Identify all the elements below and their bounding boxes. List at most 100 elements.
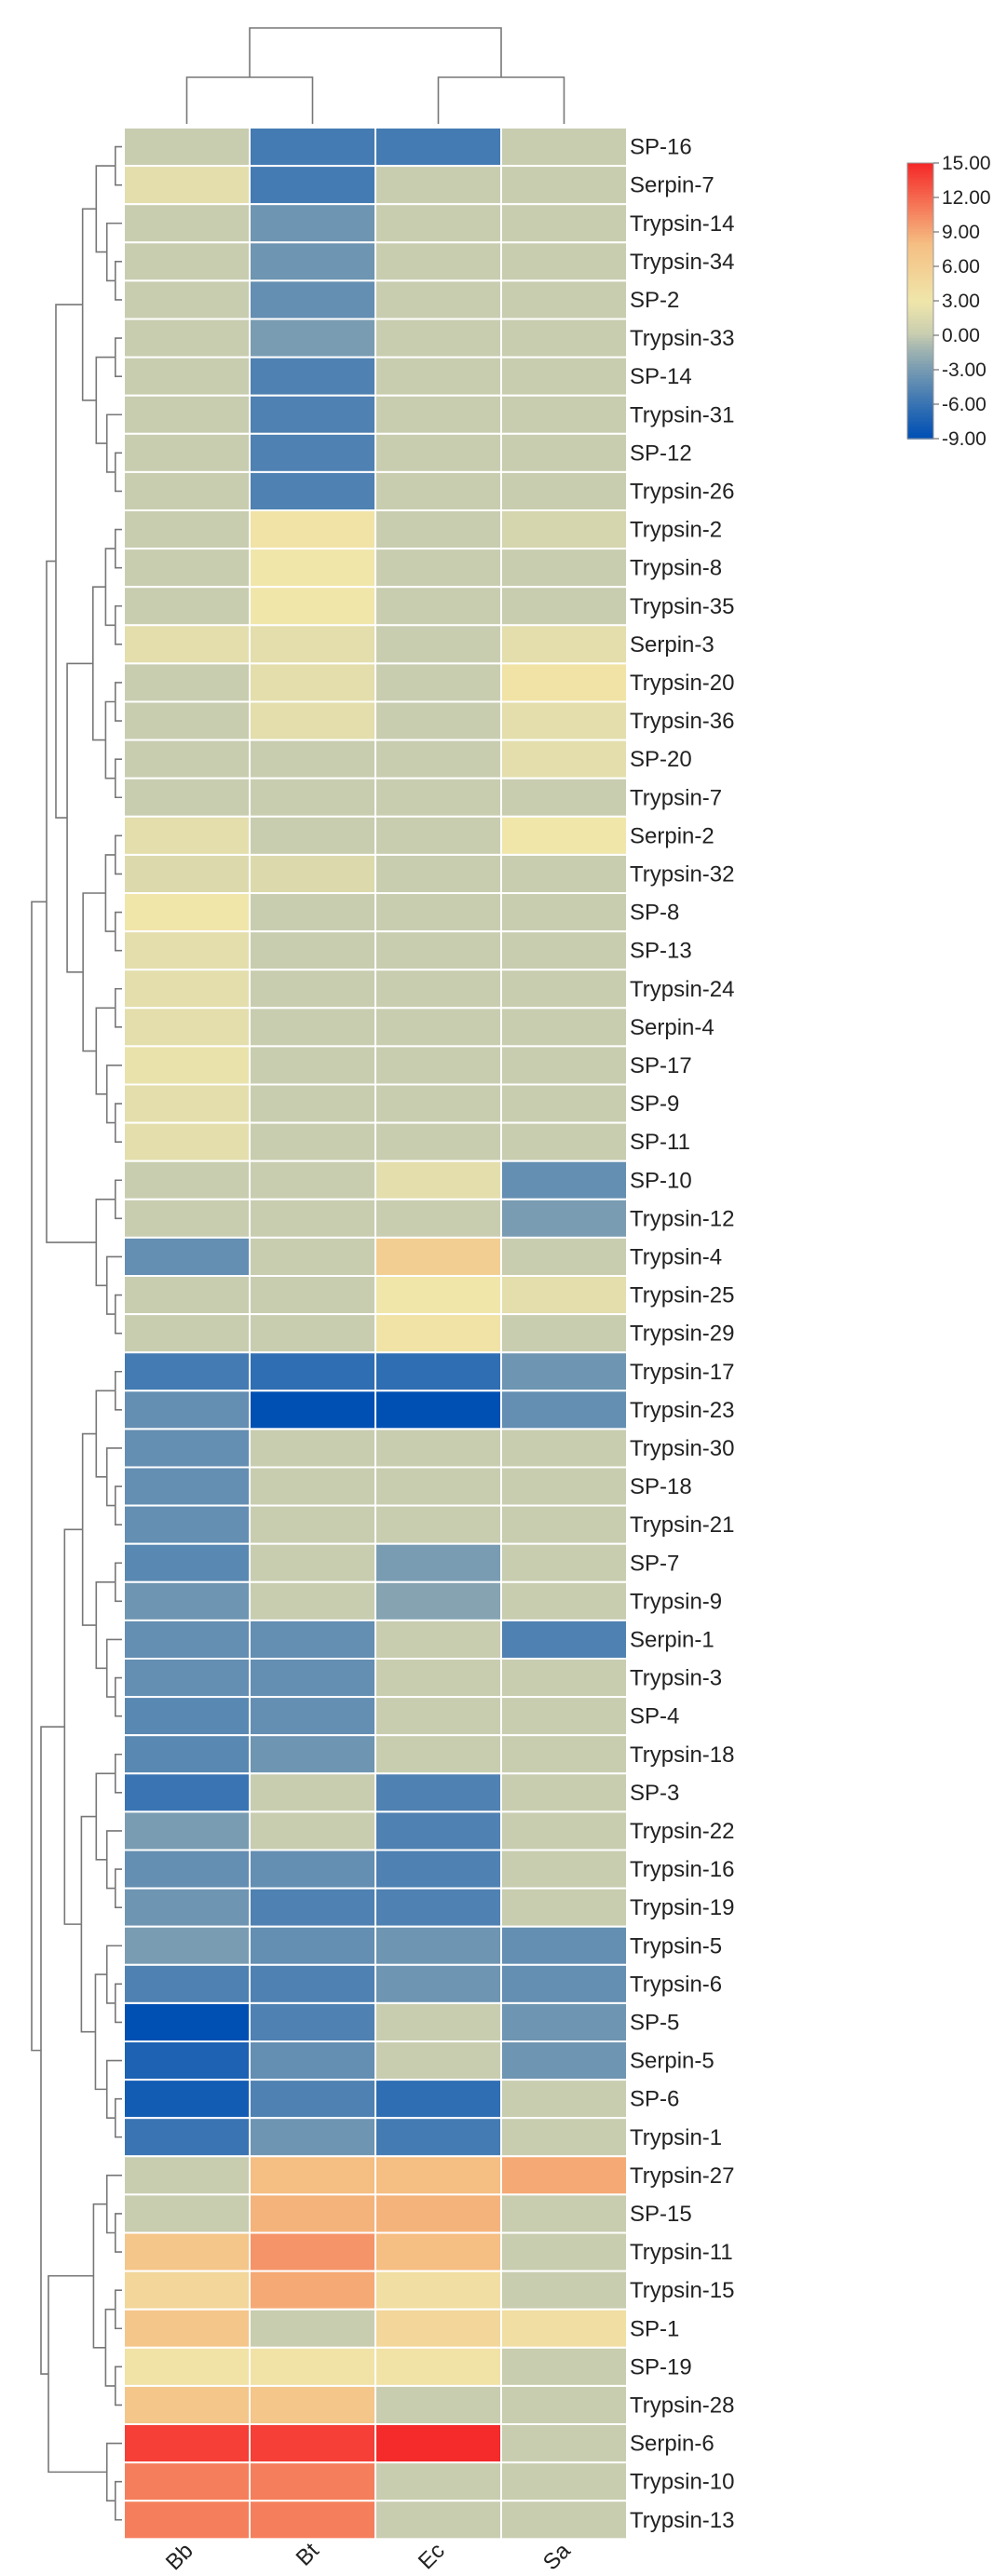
- heatmap-cell: [500, 241, 628, 282]
- heatmap-cell: [374, 318, 502, 359]
- heatmap-cell: [374, 2040, 502, 2081]
- heatmap-cell: [123, 586, 251, 627]
- dendrogram-branch: [115, 1179, 122, 1220]
- legend-color-step: [907, 378, 933, 383]
- heatmap-cell: [374, 1887, 502, 1928]
- heatmap-cell: [500, 1658, 628, 1699]
- heatmap-cell: [249, 1351, 376, 1392]
- row-label: Trypsin-2: [630, 518, 722, 543]
- legend-color-step: [907, 415, 933, 420]
- heatmap-cell: [249, 1390, 376, 1430]
- dendrogram-branch: [95, 356, 116, 444]
- legend-color-step: [907, 286, 933, 291]
- heatmap-cell: [500, 2193, 628, 2234]
- legend-color-step: [907, 209, 933, 213]
- heatmap-cell: [500, 1619, 628, 1661]
- legend-color-step: [907, 169, 933, 173]
- heatmap-cell: [500, 815, 628, 856]
- heatmap-cell: [500, 1466, 628, 1507]
- heatmap-cell: [374, 2231, 502, 2272]
- legend-color-step: [907, 413, 933, 417]
- row-label: SP-16: [630, 135, 692, 160]
- legend-color-step: [907, 246, 933, 251]
- heatmap-cells: [123, 127, 628, 2541]
- heatmap-cell: [123, 1159, 251, 1200]
- heatmap-cell: [123, 1542, 251, 1583]
- heatmap-cell: [123, 2117, 251, 2158]
- heatmap-cell: [249, 1504, 376, 1545]
- row-label: Trypsin-6: [630, 1972, 722, 1997]
- dendrogram-branch: [115, 987, 122, 1028]
- legend-color-step: [907, 335, 933, 339]
- legend-tick-label: -6.00: [942, 394, 987, 415]
- heatmap-cell: [374, 624, 502, 665]
- row-label: Trypsin-36: [630, 709, 734, 734]
- row-label: SP-4: [630, 1704, 679, 1729]
- heatmap-cell: [500, 777, 628, 818]
- heatmap-cell: [500, 127, 628, 168]
- legend-color-step: [907, 427, 933, 431]
- heatmap-cell: [249, 2500, 376, 2541]
- dendrogram-branch: [185, 76, 314, 124]
- legend-color-step: [907, 392, 933, 397]
- dendrogram-branch: [105, 1255, 122, 1315]
- heatmap-cell: [249, 394, 376, 435]
- row-label: SP-8: [630, 901, 679, 926]
- heatmap-cell: [123, 1198, 251, 1239]
- legend-tick-label: 0.00: [942, 325, 980, 346]
- heatmap-cell: [123, 1466, 251, 1507]
- column-labels: Bb Bt Ec Sa: [161, 2538, 576, 2575]
- heatmap-cell: [249, 1083, 376, 1124]
- row-label: Trypsin-23: [630, 1398, 734, 1423]
- legend-color-step: [907, 373, 933, 376]
- heatmap-cell: [123, 892, 251, 933]
- dendrogram-branch: [81, 208, 97, 401]
- heatmap-cell: [249, 1887, 376, 1928]
- legend-color-step: [907, 432, 933, 437]
- heatmap-cell: [249, 1236, 376, 1278]
- dendrogram-branch: [105, 1830, 122, 1890]
- heatmap-cell: [249, 777, 376, 818]
- dendrogram-branch: [94, 1973, 107, 2091]
- legend-color-step: [907, 418, 933, 423]
- row-label: Trypsin-7: [630, 785, 722, 810]
- heatmap-cell: [374, 1466, 502, 1507]
- heatmap-cell: [123, 777, 251, 818]
- heatmap-cell: [123, 2423, 251, 2464]
- heatmap-cell: [500, 2079, 628, 2120]
- row-label: Serpin-6: [630, 2432, 714, 2457]
- legend-color-step: [907, 435, 933, 440]
- legend-color-step: [907, 429, 933, 434]
- heatmap-cell: [123, 1313, 251, 1354]
- heatmap-cell: [500, 356, 628, 397]
- heatmap-cell: [249, 1925, 376, 1966]
- legend-color-step: [907, 203, 933, 208]
- heatmap-cell: [374, 509, 502, 550]
- legend-color-step: [907, 254, 933, 259]
- dendrogram-branch: [104, 548, 116, 627]
- heatmap-cell: [123, 548, 251, 589]
- dendrogram-branch: [82, 892, 106, 1052]
- legend-color-step: [907, 355, 933, 359]
- row-label: SP-20: [630, 747, 692, 772]
- heatmap-cell: [249, 662, 376, 703]
- row-label: Trypsin-14: [630, 211, 734, 237]
- heatmap-cell: [249, 432, 376, 473]
- heatmap-cell: [500, 1007, 628, 1048]
- legend-color-step: [907, 291, 933, 296]
- legend-color-step: [907, 266, 933, 270]
- legend-color-step: [907, 283, 933, 288]
- heatmap-cell: [374, 1504, 502, 1545]
- heatmap-cell: [500, 2500, 628, 2541]
- legend-color-step: [907, 211, 933, 216]
- dendrogram-branch: [115, 261, 122, 301]
- row-label: Trypsin-25: [630, 1283, 734, 1308]
- legend-color-step: [907, 344, 933, 348]
- row-dendrogram: [31, 145, 122, 2521]
- heatmap-cell: [500, 394, 628, 435]
- heatmap-cell: [374, 586, 502, 627]
- heatmap-cell: [374, 739, 502, 780]
- row-label: Serpin-5: [630, 2049, 714, 2074]
- dendrogram-branch: [104, 854, 116, 932]
